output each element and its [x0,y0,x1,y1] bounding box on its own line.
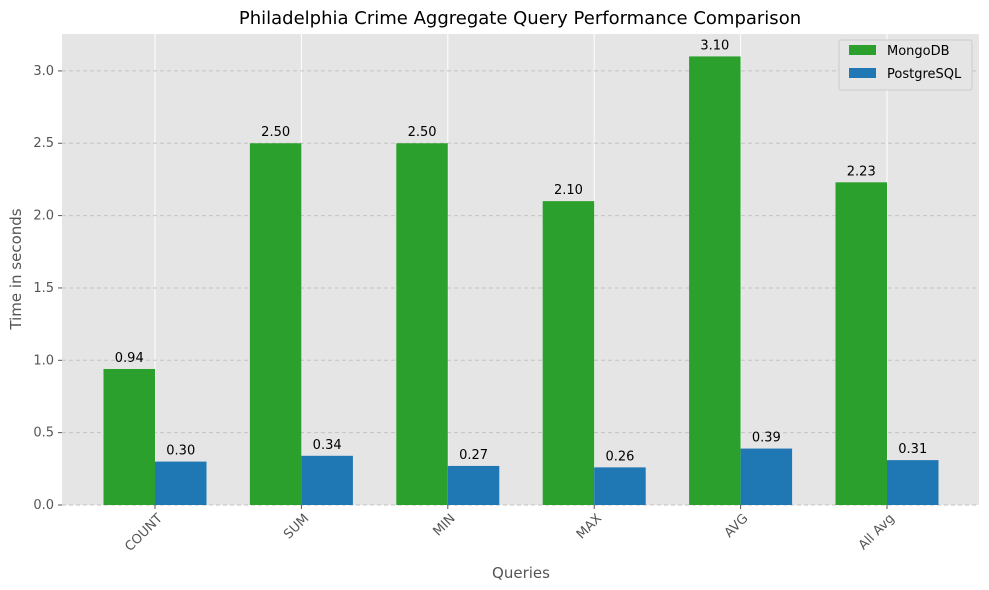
y-tick-label: 1.5 [33,281,54,296]
x-tick-label: SUM [281,511,312,542]
data-label-mongodb: 2.10 [554,183,583,198]
bar-mongodb [689,56,741,506]
bar-postgresql [740,448,793,505]
data-label-mongodb: 3.10 [700,38,729,53]
x-tick-label: MAX [574,511,605,542]
data-label-postgresql: 0.30 [166,444,195,459]
legend: MongoDB PostgreSQL [838,39,973,91]
y-tick-label: 3.0 [33,64,54,79]
y-tick-label: 1.0 [33,353,54,368]
x-axis-label: Queries [492,564,550,582]
legend-label-postgresql: PostgreSQL [887,67,962,82]
legend-swatch-mongodb [849,45,876,55]
bar-mongodb [542,201,595,505]
data-label-postgresql: 0.34 [313,438,342,453]
y-axis-ticks: 0.0 0.5 1.0 1.5 2.0 2.5 3.0 [33,64,62,513]
y-tick-label: 2.0 [33,209,54,224]
data-label-postgresql: 0.26 [605,449,634,464]
bar-mongodb [835,182,887,505]
data-label-mongodb: 2.50 [408,125,437,140]
data-label-mongodb: 0.94 [115,351,144,366]
data-label-mongodb: 2.23 [847,164,876,179]
legend-swatch-postgresql [849,68,876,78]
x-tick-label: COUNT [122,511,166,555]
chart-title: Philadelphia Crime Aggregate Query Perfo… [239,8,801,29]
bar-postgresql [447,465,500,505]
plot-area [62,34,979,505]
bar-postgresql [594,467,646,505]
data-label-postgresql: 0.31 [898,442,927,457]
data-labels: 0.94 2.50 2.50 2.10 3.10 2.23 0.30 0.34 0.27 0.26… [115,38,927,464]
bar-mongodb [103,368,155,505]
bar-postgresql [301,455,353,505]
bar-mongodb [249,143,302,505]
y-axis-label: Time in seconds [7,208,25,330]
y-tick-label: 2.5 [33,136,54,151]
data-label-mongodb: 2.50 [261,125,290,140]
bars [103,56,939,506]
bar-mongodb [396,143,448,505]
x-axis-ticks: COUNT SUM MIN MAX AVG All Avg [122,505,898,555]
data-label-postgresql: 0.27 [459,448,488,463]
data-label-postgresql: 0.39 [752,431,781,446]
bar-postgresql [155,461,207,505]
bar-postgresql [887,460,939,505]
x-tick-label: AVG [722,511,752,541]
x-tick-label: All Avg [856,511,898,553]
y-tick-label: 0.5 [33,426,54,441]
x-tick-label: MIN [430,511,458,539]
y-tick-label: 0.0 [33,498,54,513]
legend-label-mongodb: MongoDB [887,44,950,59]
